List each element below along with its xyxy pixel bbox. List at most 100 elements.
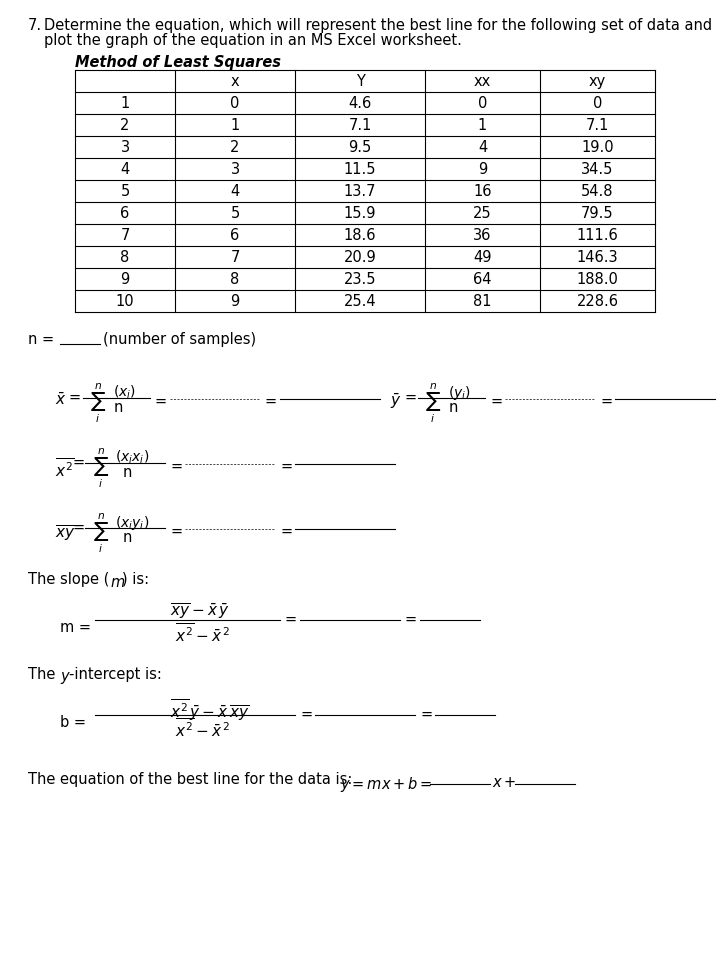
Text: 10: 10 xyxy=(116,294,134,309)
Text: =: = xyxy=(280,459,292,474)
Text: =: = xyxy=(490,394,502,409)
Text: $(x_i y_i)$: $(x_i y_i)$ xyxy=(115,514,150,532)
Text: 0: 0 xyxy=(230,96,239,111)
Text: 2: 2 xyxy=(230,140,239,155)
Text: $\overline{x^2}\,\bar{y} - \bar{x}\,\overline{xy}$: $\overline{x^2}\,\bar{y} - \bar{x}\,\ove… xyxy=(170,697,249,722)
Text: 6: 6 xyxy=(230,228,239,243)
Text: $\overline{x^2} - \bar{x}^{\,2}$: $\overline{x^2} - \bar{x}^{\,2}$ xyxy=(175,622,229,644)
Text: =: = xyxy=(69,390,81,405)
Text: 79.5: 79.5 xyxy=(581,206,614,221)
Text: 25: 25 xyxy=(473,206,492,221)
Text: The equation of the best line for the data is:: The equation of the best line for the da… xyxy=(28,772,352,787)
Text: =: = xyxy=(265,394,277,409)
Text: =: = xyxy=(155,394,167,409)
Text: 1: 1 xyxy=(230,118,239,133)
Text: 81: 81 xyxy=(473,294,492,309)
Text: 16: 16 xyxy=(473,184,492,199)
Text: $\overline{xy} - \bar{x}\,\bar{y}$: $\overline{xy} - \bar{x}\,\bar{y}$ xyxy=(170,602,230,622)
Text: 23.5: 23.5 xyxy=(344,272,376,287)
Text: $(y_i)$: $(y_i)$ xyxy=(448,384,471,402)
Text: $\sum_{i}^{n}$: $\sum_{i}^{n}$ xyxy=(93,512,109,556)
Text: 8: 8 xyxy=(230,272,239,287)
Text: Determine the equation, which will represent the best line for the following set: Determine the equation, which will repre… xyxy=(44,18,712,33)
Text: n: n xyxy=(449,400,458,415)
Text: $\sum_{i}^{n}$: $\sum_{i}^{n}$ xyxy=(93,447,109,490)
Text: 6: 6 xyxy=(120,206,129,221)
Text: 1: 1 xyxy=(478,118,487,133)
Text: =: = xyxy=(405,612,417,627)
Text: n: n xyxy=(122,465,132,480)
Text: 228.6: 228.6 xyxy=(577,294,618,309)
Text: 11.5: 11.5 xyxy=(344,162,376,177)
Text: 9: 9 xyxy=(230,294,239,309)
Text: 7: 7 xyxy=(120,228,129,243)
Text: 13.7: 13.7 xyxy=(344,184,376,199)
Text: x: x xyxy=(231,74,239,89)
Text: =: = xyxy=(420,707,432,722)
Text: 7.: 7. xyxy=(28,18,42,33)
Text: $y = mx + b =$: $y = mx + b =$ xyxy=(340,775,433,794)
Text: $y$: $y$ xyxy=(60,670,71,686)
Text: 7.1: 7.1 xyxy=(586,118,609,133)
Text: =: = xyxy=(73,520,85,535)
Text: 188.0: 188.0 xyxy=(577,272,618,287)
Text: $\bar{x}$: $\bar{x}$ xyxy=(55,392,67,409)
Text: 49: 49 xyxy=(473,250,492,265)
Text: =: = xyxy=(170,459,182,474)
Text: xx: xx xyxy=(474,74,491,89)
Text: $\overline{x^2} - \bar{x}^{\,2}$: $\overline{x^2} - \bar{x}^{\,2}$ xyxy=(175,717,229,740)
Text: 4.6: 4.6 xyxy=(349,96,372,111)
Text: =: = xyxy=(73,455,85,470)
Text: n =: n = xyxy=(28,332,59,347)
Text: $\sum_{i}^{n}$: $\sum_{i}^{n}$ xyxy=(90,382,106,425)
Text: 18.6: 18.6 xyxy=(344,228,376,243)
Text: xy: xy xyxy=(589,74,606,89)
Text: ) is:: ) is: xyxy=(122,572,149,587)
Text: n: n xyxy=(122,530,132,545)
Text: Y: Y xyxy=(356,74,365,89)
Text: 34.5: 34.5 xyxy=(582,162,614,177)
Text: 9: 9 xyxy=(478,162,487,177)
Text: =: = xyxy=(280,524,292,539)
Text: =: = xyxy=(404,390,416,405)
Text: The: The xyxy=(28,667,60,682)
Text: 36: 36 xyxy=(473,228,492,243)
Text: (number of samples): (number of samples) xyxy=(103,332,256,347)
Text: $\sum_{i}^{n}$: $\sum_{i}^{n}$ xyxy=(425,382,441,425)
Text: 54.8: 54.8 xyxy=(581,184,614,199)
Text: 0: 0 xyxy=(592,96,603,111)
Text: b =: b = xyxy=(60,715,86,730)
Text: m =: m = xyxy=(60,620,91,635)
Text: 1: 1 xyxy=(120,96,129,111)
Text: 7.1: 7.1 xyxy=(348,118,372,133)
Text: 4: 4 xyxy=(230,184,239,199)
Text: 3: 3 xyxy=(121,140,129,155)
Text: 2: 2 xyxy=(120,118,129,133)
Text: 3: 3 xyxy=(230,162,239,177)
Text: =: = xyxy=(300,707,312,722)
Text: $\overline{x^2}$: $\overline{x^2}$ xyxy=(55,457,74,480)
Text: Method of Least Squares: Method of Least Squares xyxy=(75,55,281,70)
Text: $(x_i x_i)$: $(x_i x_i)$ xyxy=(115,449,150,466)
Text: 4: 4 xyxy=(478,140,487,155)
Text: 0: 0 xyxy=(478,96,487,111)
Text: $\overline{xy}$: $\overline{xy}$ xyxy=(55,524,75,544)
Text: =: = xyxy=(600,394,612,409)
Text: $\bar{y}$: $\bar{y}$ xyxy=(390,392,402,411)
Text: 7: 7 xyxy=(230,250,239,265)
Text: 5: 5 xyxy=(120,184,129,199)
Text: n: n xyxy=(114,400,123,415)
Text: 146.3: 146.3 xyxy=(577,250,618,265)
Text: 25.4: 25.4 xyxy=(344,294,376,309)
Text: 64: 64 xyxy=(473,272,492,287)
Text: 9.5: 9.5 xyxy=(349,140,372,155)
Text: =: = xyxy=(285,612,297,627)
Text: =: = xyxy=(170,524,182,539)
Text: plot the graph of the equation in an MS Excel worksheet.: plot the graph of the equation in an MS … xyxy=(44,33,462,48)
Text: $m$: $m$ xyxy=(110,575,125,590)
Text: -intercept is:: -intercept is: xyxy=(69,667,162,682)
Text: $x +$: $x +$ xyxy=(492,775,516,790)
Text: 19.0: 19.0 xyxy=(581,140,614,155)
Text: 8: 8 xyxy=(120,250,129,265)
Text: The slope (: The slope ( xyxy=(28,572,109,587)
